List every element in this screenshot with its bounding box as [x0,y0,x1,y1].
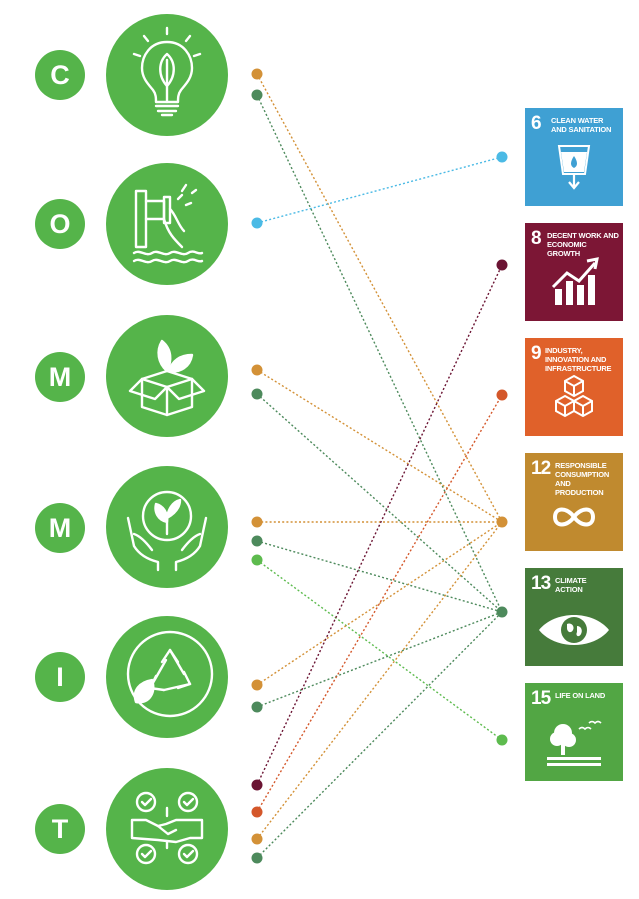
connection-line [256,611,503,708]
lightbulb-leaf-icon [106,14,228,136]
infinity-icon [552,507,596,527]
left-endpoint-dot [251,388,263,400]
connection-line [256,521,503,686]
left-endpoint-dot [251,679,263,691]
cubes-icon [555,374,593,418]
sdg-title: Decent work and economic growth [547,231,619,258]
water-glass-icon [557,145,591,190]
right-endpoint-dot [496,151,508,163]
sdg-number: 9 [531,343,542,364]
sdg-number: 8 [531,228,542,249]
sdg-title: Life on land [555,691,606,700]
sdg-tile-13: 13 Climate action [525,568,623,666]
left-endpoint-dot [251,779,263,791]
connection-line [256,521,503,840]
right-endpoint-dot [496,606,508,618]
sdg-tile-12: 12 Responsible consumption and productio… [525,453,623,551]
left-endpoint-dot [251,701,263,713]
left-endpoint-dot [251,68,263,80]
letter-m1: M [35,352,85,402]
growth-chart-icon [551,257,599,305]
sdg-title: Climate action [555,576,587,594]
recycle-leaf-icon [106,616,228,738]
left-endpoint-dot [251,554,263,566]
left-endpoint-dot [251,516,263,528]
sdg-tile-6: 6 Clean water and sanitation [525,108,623,206]
left-endpoint-dot [251,852,263,864]
sdg-tile-9: 9 Industry, innovation and infrastructur… [525,338,623,436]
sdg-number: 15 [531,688,551,709]
sdg-number: 13 [531,573,551,594]
letter-c: C [35,50,85,100]
right-endpoint-dot [496,516,508,528]
box-leaves-icon [106,315,228,437]
right-endpoint-dot [496,389,508,401]
sdg-tile-15: 15 Life on land [525,683,623,781]
connection-line [256,156,503,224]
sdg-number: 12 [531,458,551,479]
connection-line [256,73,503,523]
connection-line [256,369,503,523]
handshake-checks-icon [106,768,228,890]
left-endpoint-dot [251,833,263,845]
sdg-tile-8: 8 Decent work and economic growth [525,223,623,321]
connection-line [256,393,503,613]
left-endpoint-dot [251,89,263,101]
letter-m2: M [35,503,85,553]
sdg-title: Industry, innovation and infrastructure [545,346,612,373]
right-endpoint-dot [496,259,508,271]
eye-globe-icon [539,615,609,645]
letter-i: I [35,652,85,702]
sdg-title: Clean water and sanitation [551,116,612,134]
hands-globe-icon [106,466,228,588]
connection-line [256,559,503,741]
connection-line [256,611,503,859]
connection-line [256,94,503,613]
left-endpoint-dot [251,806,263,818]
left-endpoint-dot [251,535,263,547]
sdg-number: 6 [531,113,542,134]
right-endpoint-dot [496,734,508,746]
left-endpoint-dot [251,364,263,376]
left-endpoint-dot [251,217,263,229]
connection-line [256,540,503,613]
connection-line [256,264,503,786]
tree-birds-icon [547,720,602,766]
pipe-water-icon [106,163,228,285]
letter-t: T [35,804,85,854]
sdg-title: Responsible consumption and production [555,461,610,497]
connection-line [256,394,503,813]
letter-o: O [35,199,85,249]
